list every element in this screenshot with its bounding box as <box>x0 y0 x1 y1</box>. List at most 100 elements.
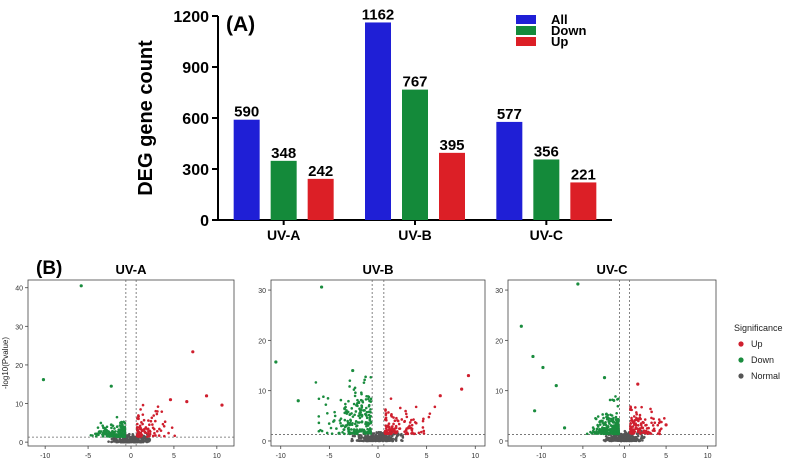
y-tick-label: 40 <box>15 286 23 293</box>
data-point <box>640 434 644 438</box>
data-point <box>410 423 414 427</box>
bar-value-label: 577 <box>497 106 522 123</box>
data-point <box>606 424 610 428</box>
data-point <box>148 430 152 433</box>
data-point <box>353 394 357 398</box>
bar-value-label: 242 <box>308 163 333 180</box>
data-point <box>160 410 164 413</box>
x-tick-label: 10 <box>471 453 479 460</box>
data-point <box>632 415 636 418</box>
data-point <box>390 427 393 431</box>
data-point <box>363 409 366 412</box>
data-point <box>652 427 656 431</box>
data-point <box>344 410 348 414</box>
data-point <box>367 431 371 434</box>
data-point <box>594 417 598 421</box>
data-point <box>598 420 601 424</box>
x-tick-label: UV-B <box>398 227 431 243</box>
bar-value-label: 767 <box>402 74 427 91</box>
plot-title: UV-C <box>596 262 628 277</box>
data-point <box>359 429 363 433</box>
data-point <box>649 407 652 411</box>
data-point <box>363 378 366 382</box>
data-point <box>155 429 159 433</box>
data-point <box>343 432 346 436</box>
legend-label: Up <box>751 339 763 349</box>
outlier-point <box>185 400 189 404</box>
data-point <box>412 418 415 421</box>
data-point <box>161 422 165 426</box>
data-point <box>338 431 341 435</box>
x-tick-label: 0 <box>623 453 627 460</box>
data-point <box>103 426 106 430</box>
data-point <box>347 429 350 433</box>
data-point <box>433 405 437 409</box>
outlier-point <box>460 387 464 391</box>
data-point <box>121 427 124 430</box>
data-point <box>619 433 623 437</box>
data-point <box>394 426 398 430</box>
data-point <box>652 417 655 421</box>
data-point <box>332 420 335 423</box>
data-point <box>634 406 637 409</box>
data-point <box>151 423 154 426</box>
data-point <box>650 421 653 425</box>
data-point <box>607 417 610 421</box>
data-point <box>347 422 350 426</box>
data-point <box>362 381 366 384</box>
data-point <box>624 431 628 435</box>
data-point <box>136 422 139 426</box>
data-point <box>599 428 603 431</box>
data-point <box>141 403 145 407</box>
data-point <box>110 426 113 430</box>
data-point <box>385 418 388 422</box>
data-point <box>601 413 604 416</box>
data-point <box>410 427 413 430</box>
data-point <box>162 424 166 428</box>
data-point <box>369 400 373 403</box>
data-point <box>658 428 662 432</box>
data-point <box>616 404 620 408</box>
data-point <box>657 418 661 421</box>
data-point <box>123 425 127 429</box>
data-point <box>366 438 369 441</box>
data-point <box>110 437 114 441</box>
data-point <box>421 419 425 423</box>
bar <box>307 178 334 220</box>
data-point <box>372 436 376 439</box>
data-point <box>137 435 140 439</box>
y-tick-label: 30 <box>495 288 503 295</box>
volcano-plot: UV-B 0 10 20 30 -10 -5 0 5 10 <box>258 262 486 460</box>
data-point <box>414 405 418 409</box>
data-point <box>96 426 100 429</box>
data-point <box>420 430 423 434</box>
outlier-point <box>191 350 195 354</box>
bar <box>570 182 597 220</box>
data-point <box>329 426 333 430</box>
data-point <box>118 424 122 427</box>
data-point <box>622 433 625 436</box>
data-point <box>623 436 627 439</box>
data-point <box>125 434 129 437</box>
data-point <box>630 418 634 422</box>
data-point <box>341 430 344 434</box>
data-point <box>639 423 643 427</box>
x-tick-label: 10 <box>213 453 221 460</box>
y-tick-label: 10 <box>495 389 503 396</box>
data-point <box>637 423 640 427</box>
data-point <box>353 386 357 390</box>
data-point <box>105 425 109 429</box>
data-point <box>357 439 361 442</box>
data-point <box>642 436 645 440</box>
data-point <box>145 440 148 443</box>
data-point <box>117 428 121 432</box>
x-tick-label: 10 <box>704 453 712 460</box>
data-point <box>633 439 636 442</box>
data-point <box>351 434 355 438</box>
x-tick-label: -10 <box>276 453 286 460</box>
data-point <box>422 417 425 421</box>
data-point <box>375 431 379 435</box>
data-point <box>356 398 359 402</box>
x-tick-label: 5 <box>664 453 668 460</box>
plot-title: UV-B <box>362 262 393 277</box>
